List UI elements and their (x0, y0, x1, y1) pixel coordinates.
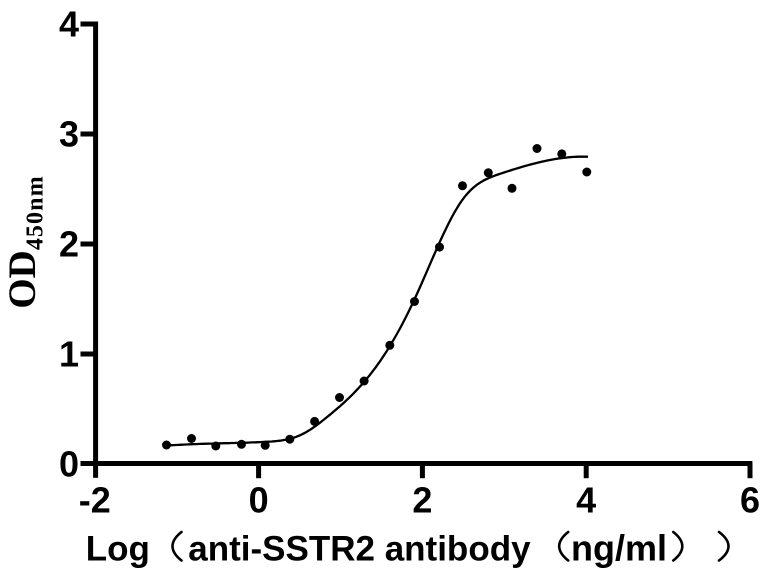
svg-text:0: 0 (59, 444, 79, 485)
svg-text:6: 6 (740, 480, 760, 521)
svg-text:Log: Log (86, 530, 150, 569)
svg-text:anti-SSTR2 antibody: anti-SSTR2 antibody (188, 530, 531, 569)
svg-text:4: 4 (576, 480, 596, 521)
svg-text:1: 1 (59, 334, 79, 375)
svg-text:3: 3 (59, 114, 79, 155)
svg-text:ng/ml: ng/ml (571, 528, 667, 569)
svg-text:0: 0 (249, 480, 269, 521)
svg-text:-2: -2 (79, 480, 111, 521)
svg-text:2: 2 (59, 224, 79, 265)
svg-text:4: 4 (59, 4, 79, 45)
svg-text:2: 2 (412, 480, 432, 521)
